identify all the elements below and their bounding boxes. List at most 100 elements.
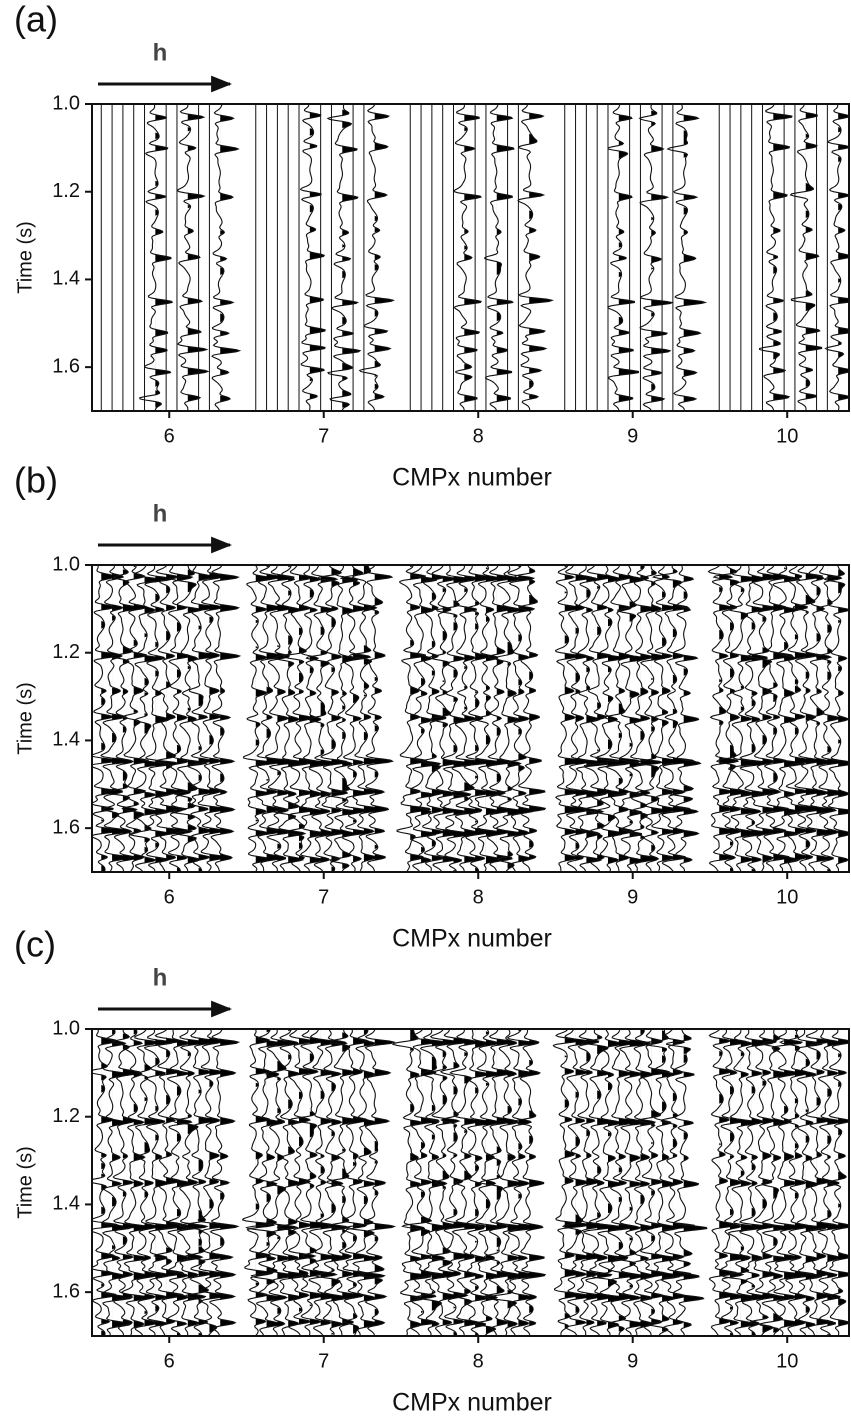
trace [651, 565, 696, 872]
trace [493, 565, 530, 872]
trace [772, 565, 806, 872]
panel-label: (c) [14, 924, 56, 965]
panel: (b) h 1.0 1.2 1.4 1.6 6 7 8 9 10 CMPx number Time (s… [14, 460, 850, 953]
trace-fill [464, 104, 482, 411]
trace [669, 565, 702, 872]
trace [506, 565, 536, 872]
trace [629, 565, 665, 872]
trace [824, 104, 849, 411]
y-tick-label: 1.4 [52, 268, 80, 290]
trace [153, 1029, 186, 1336]
trace [264, 1029, 300, 1336]
trace [638, 104, 674, 411]
trace [410, 565, 442, 872]
trace [758, 104, 793, 411]
trace [111, 1029, 143, 1336]
trace [804, 565, 839, 872]
trace [746, 565, 784, 872]
trace [484, 104, 515, 411]
y-tick-label: 1.6 [52, 355, 80, 377]
x-tick-label: 10 [776, 1350, 798, 1372]
trace-fill [266, 1029, 284, 1336]
trace [401, 1029, 441, 1336]
trace-fill [827, 1029, 844, 1336]
trace [168, 565, 208, 872]
trace-fill [762, 565, 782, 872]
trace [759, 1029, 794, 1336]
x-tick-label: 7 [318, 886, 329, 908]
x-axis-label: CMPx number [392, 925, 552, 953]
trace-fill [496, 1029, 516, 1336]
x-tick-label: 7 [318, 425, 329, 447]
y-tick-label: 1.2 [52, 1105, 80, 1127]
x-tick-label: 8 [473, 425, 484, 447]
trace-fill [299, 565, 317, 872]
trace [513, 1029, 547, 1336]
trace [817, 1029, 844, 1336]
trace [453, 104, 482, 411]
trace [92, 1029, 121, 1336]
trace [101, 1029, 134, 1336]
trace [465, 1029, 495, 1336]
trace [121, 1029, 155, 1336]
x-tick-label: 6 [164, 1350, 175, 1372]
trace-fill [816, 565, 837, 872]
traces [100, 104, 849, 411]
trace [264, 565, 300, 872]
trace [449, 1029, 489, 1336]
panel-label: (b) [14, 460, 58, 501]
y-tick-label: 1.6 [52, 816, 80, 838]
trace [348, 565, 385, 872]
y-tick-label: 1.0 [52, 1017, 80, 1039]
trace [435, 565, 476, 872]
trace-fill [651, 565, 668, 872]
trace-fill [529, 1029, 546, 1336]
trace [288, 1029, 336, 1336]
trace [187, 565, 219, 872]
trace-fill [586, 1029, 603, 1336]
trace [197, 565, 228, 872]
trace [613, 1029, 652, 1336]
trace [121, 565, 150, 872]
y-tick-label: 1.0 [52, 553, 80, 575]
plot-frame [91, 1028, 850, 1337]
trace-fill [640, 565, 663, 872]
trace-fill [629, 1029, 651, 1336]
trace-fill [176, 1029, 195, 1336]
trace-fill [730, 1029, 751, 1336]
plot-frame [91, 564, 850, 873]
trace [139, 104, 173, 411]
trace [429, 565, 463, 872]
trace-fill [342, 104, 360, 411]
trace [356, 1029, 397, 1336]
trace-fill [112, 565, 133, 872]
trace [823, 565, 849, 872]
trace [241, 1029, 275, 1336]
trace-fill [496, 565, 514, 872]
trace-fill [144, 565, 162, 872]
trace [423, 1029, 461, 1336]
trace-fill [805, 1029, 826, 1336]
trace-fill [374, 104, 394, 411]
trace-fill [320, 565, 337, 872]
offset-label: h [153, 964, 168, 991]
trace-fill [453, 1029, 473, 1336]
trace-fill [586, 565, 612, 872]
x-tick-label: 10 [776, 425, 798, 447]
trace [517, 104, 555, 411]
trace [463, 565, 494, 872]
traces [92, 1029, 849, 1336]
x-axis-label: CMPx number [392, 1389, 552, 1417]
trace [391, 1029, 432, 1336]
trace-fill [277, 1029, 298, 1336]
trace-fill [730, 565, 747, 872]
x-tick-label: 8 [473, 1350, 484, 1372]
trace [308, 1029, 339, 1336]
trace-fill [475, 1029, 494, 1336]
trace [789, 104, 823, 411]
trace [167, 565, 194, 872]
trace [243, 565, 274, 872]
trace-fill [133, 1029, 154, 1336]
x-tick-label: 8 [473, 886, 484, 908]
x-tick-label: 10 [776, 886, 798, 908]
